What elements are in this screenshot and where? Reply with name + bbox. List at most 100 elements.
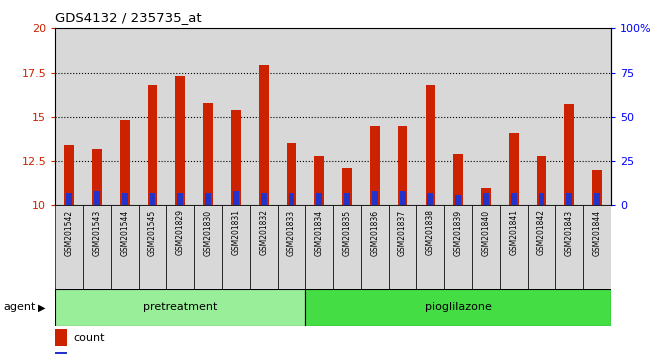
- Text: GDS4132 / 235735_at: GDS4132 / 235735_at: [55, 11, 202, 24]
- Bar: [222, 28, 250, 205]
- Bar: [176, 76, 185, 205]
- Bar: [594, 193, 600, 205]
- Bar: [194, 28, 222, 205]
- Text: GSM201841: GSM201841: [509, 210, 518, 256]
- Bar: [500, 205, 528, 289]
- Text: GSM201830: GSM201830: [203, 210, 213, 256]
- Bar: [222, 205, 250, 289]
- Bar: [231, 110, 240, 205]
- Bar: [389, 28, 417, 205]
- Bar: [445, 28, 472, 205]
- Bar: [166, 28, 194, 205]
- FancyBboxPatch shape: [55, 289, 306, 326]
- Bar: [333, 28, 361, 205]
- Bar: [64, 145, 74, 205]
- Bar: [250, 205, 278, 289]
- Bar: [537, 156, 547, 205]
- Bar: [233, 191, 239, 205]
- Bar: [306, 205, 333, 289]
- Bar: [111, 28, 138, 205]
- Text: pioglilazone: pioglilazone: [424, 302, 491, 312]
- Text: GSM201842: GSM201842: [537, 210, 546, 256]
- Bar: [481, 188, 491, 205]
- Bar: [528, 28, 556, 205]
- Bar: [278, 28, 306, 205]
- Bar: [111, 205, 138, 289]
- Text: count: count: [73, 333, 105, 343]
- Bar: [66, 193, 72, 205]
- Bar: [564, 104, 574, 205]
- Bar: [122, 193, 127, 205]
- Bar: [120, 120, 129, 205]
- Bar: [539, 193, 545, 205]
- Bar: [583, 28, 611, 205]
- Bar: [148, 85, 157, 205]
- Text: GSM201836: GSM201836: [370, 210, 380, 256]
- Bar: [361, 28, 389, 205]
- Bar: [259, 65, 268, 205]
- Bar: [583, 205, 611, 289]
- Bar: [555, 205, 583, 289]
- Bar: [472, 205, 500, 289]
- Bar: [205, 193, 211, 205]
- Bar: [55, 28, 83, 205]
- Text: GSM201840: GSM201840: [482, 210, 491, 256]
- Bar: [417, 205, 445, 289]
- Bar: [278, 205, 306, 289]
- Bar: [370, 126, 380, 205]
- Bar: [361, 205, 389, 289]
- Bar: [528, 205, 556, 289]
- Text: agent: agent: [3, 302, 36, 312]
- Bar: [472, 28, 500, 205]
- Bar: [398, 126, 408, 205]
- Bar: [511, 193, 517, 205]
- Bar: [445, 205, 472, 289]
- Bar: [342, 168, 352, 205]
- Text: GSM201832: GSM201832: [259, 210, 268, 256]
- Text: GSM201543: GSM201543: [92, 210, 101, 256]
- Text: GSM201837: GSM201837: [398, 210, 407, 256]
- Bar: [400, 191, 406, 205]
- Bar: [483, 193, 489, 205]
- Bar: [203, 103, 213, 205]
- Bar: [94, 191, 100, 205]
- Bar: [261, 193, 266, 205]
- Bar: [150, 193, 155, 205]
- Bar: [509, 133, 519, 205]
- Text: GSM201545: GSM201545: [148, 210, 157, 256]
- Text: GSM201834: GSM201834: [315, 210, 324, 256]
- Text: GSM201835: GSM201835: [343, 210, 352, 256]
- Text: GSM201843: GSM201843: [565, 210, 574, 256]
- Bar: [344, 193, 350, 205]
- Bar: [455, 195, 461, 205]
- Bar: [426, 85, 436, 205]
- Bar: [389, 205, 417, 289]
- Bar: [287, 143, 296, 205]
- Bar: [83, 205, 111, 289]
- Text: GSM201829: GSM201829: [176, 210, 185, 256]
- Bar: [417, 28, 445, 205]
- Bar: [315, 156, 324, 205]
- Text: GSM201839: GSM201839: [454, 210, 463, 256]
- Bar: [138, 205, 166, 289]
- Text: GSM201831: GSM201831: [231, 210, 240, 256]
- Bar: [555, 28, 583, 205]
- Bar: [194, 205, 222, 289]
- Bar: [453, 154, 463, 205]
- Bar: [289, 193, 294, 205]
- Bar: [250, 28, 278, 205]
- Bar: [592, 170, 602, 205]
- Bar: [55, 352, 68, 354]
- Bar: [372, 191, 378, 205]
- Text: pretreatment: pretreatment: [143, 302, 218, 312]
- Bar: [428, 193, 434, 205]
- Bar: [55, 329, 68, 346]
- Bar: [177, 193, 183, 205]
- Bar: [55, 205, 83, 289]
- FancyBboxPatch shape: [306, 289, 611, 326]
- Bar: [166, 205, 194, 289]
- Text: GSM201542: GSM201542: [64, 210, 73, 256]
- Bar: [92, 149, 102, 205]
- Bar: [333, 205, 361, 289]
- Bar: [306, 28, 333, 205]
